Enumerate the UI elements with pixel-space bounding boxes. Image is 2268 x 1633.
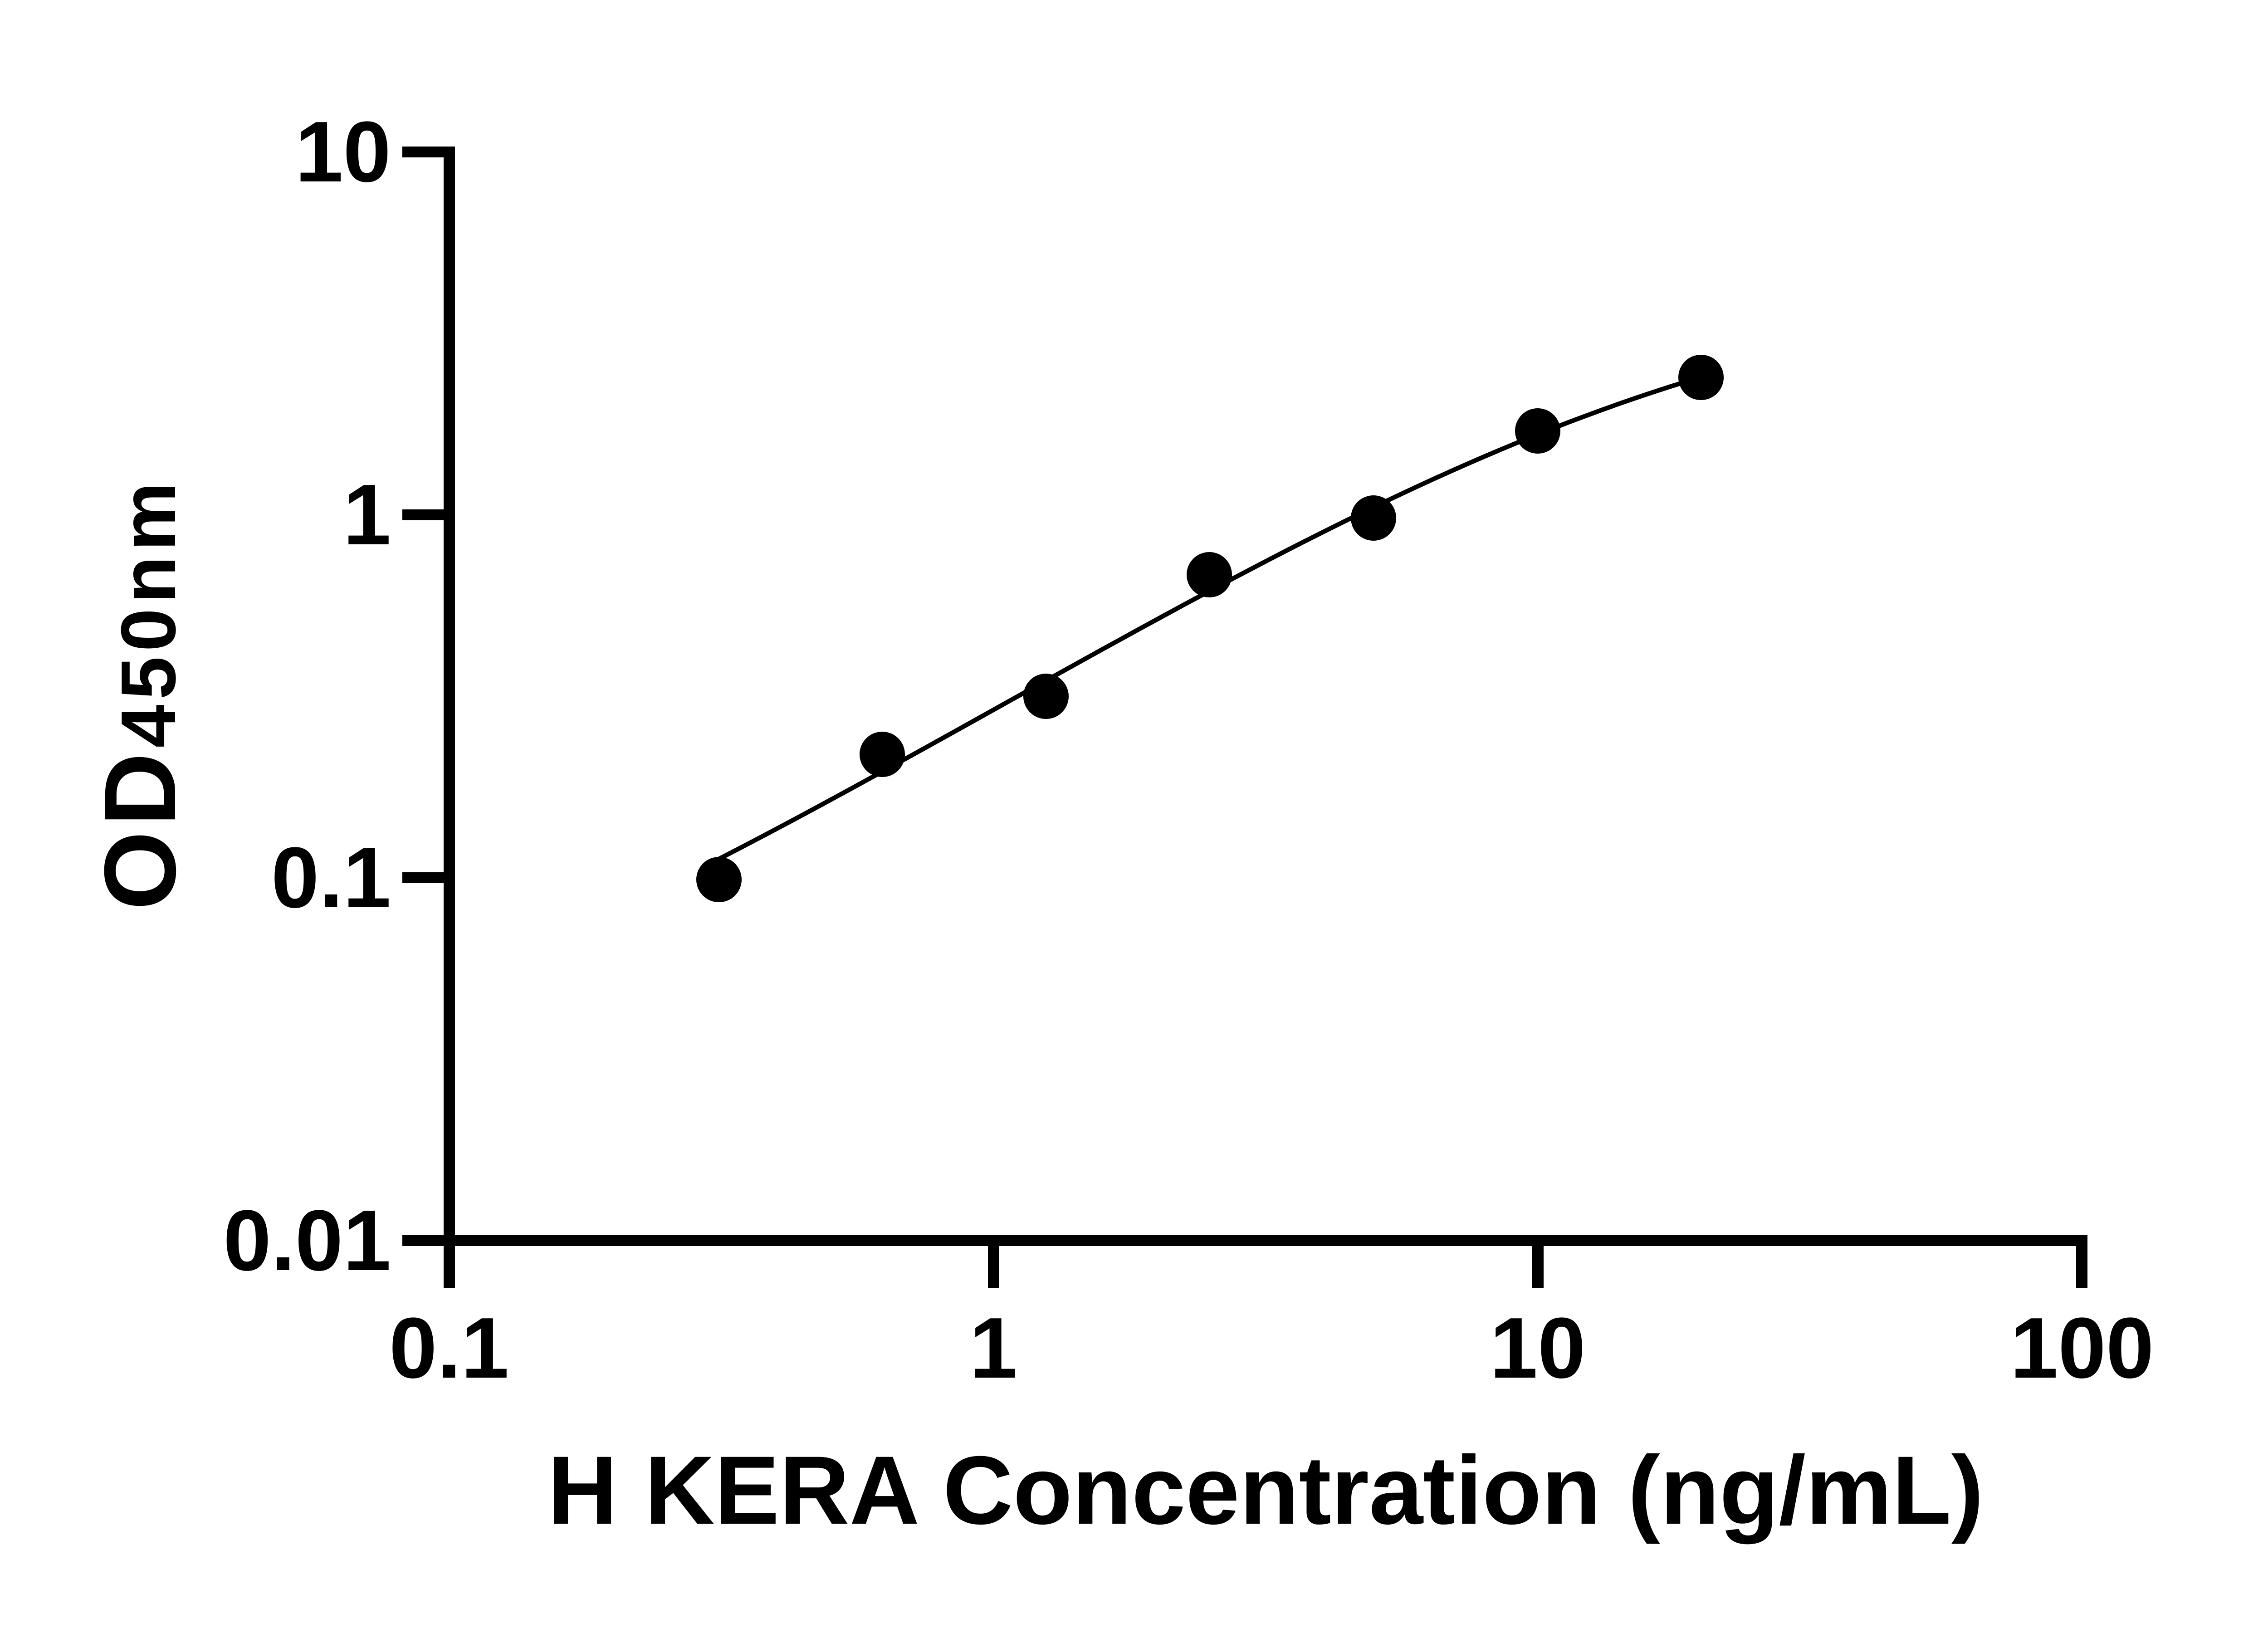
svg-text:0.1: 0.1 [271,830,391,926]
svg-text:10: 10 [295,104,391,200]
svg-text:0.01: 0.01 [223,1193,391,1289]
svg-text:100: 100 [2010,1300,2154,1396]
svg-text:10: 10 [1490,1300,1585,1396]
svg-text:H KERA Concentration (ng/mL): H KERA Concentration (ng/mL) [547,1436,1984,1545]
svg-text:1: 1 [343,467,391,563]
svg-text:0.1: 0.1 [389,1300,509,1396]
svg-text:1: 1 [969,1300,1017,1396]
